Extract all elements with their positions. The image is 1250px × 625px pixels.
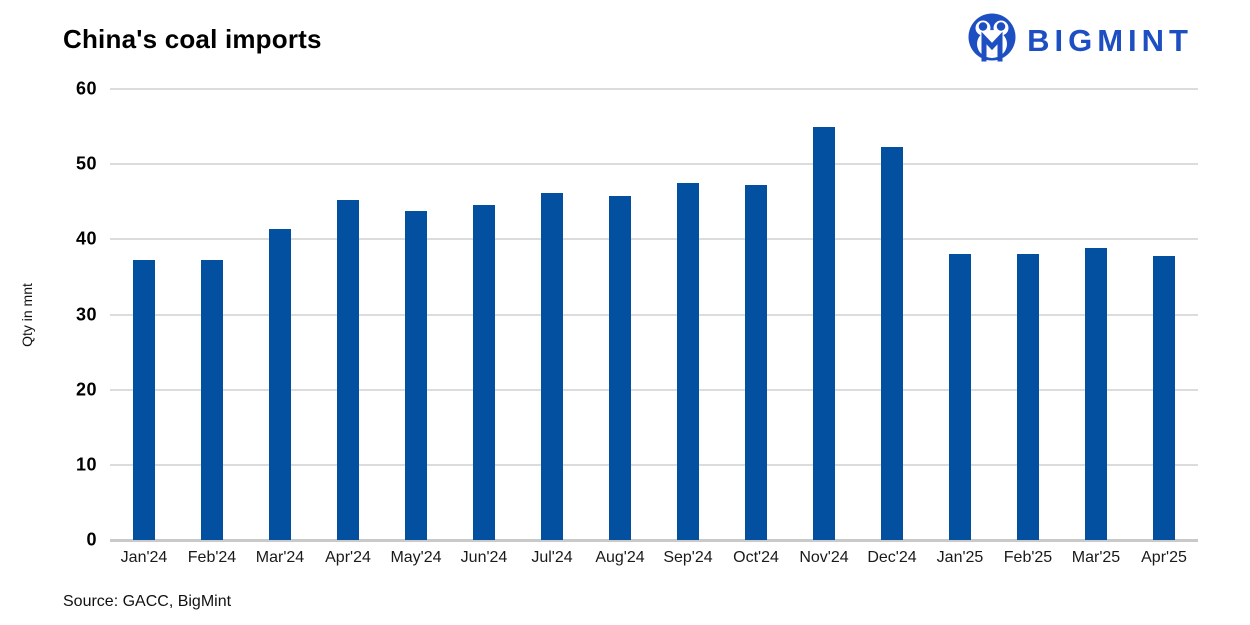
- gridline-20: [110, 388, 1198, 391]
- bar-Oct'24: [745, 185, 767, 540]
- bar-slot: [518, 89, 586, 540]
- gridline-60: [110, 88, 1198, 90]
- bar-Jan'25: [949, 253, 971, 540]
- bar-Apr'24: [337, 200, 359, 540]
- bar-slot: [1062, 89, 1130, 540]
- bar-Feb'25: [1017, 253, 1039, 540]
- x-tick-label-Feb'25: Feb'25: [1003, 549, 1053, 566]
- y-tick-label-60: 60: [75, 78, 97, 99]
- bar-Apr'25: [1153, 255, 1175, 540]
- bar-Sep'24: [677, 183, 699, 540]
- gridline-10: [110, 463, 1198, 466]
- y-tick-label-20: 20: [75, 379, 97, 400]
- bigmint-logo-icon: [968, 13, 1016, 62]
- y-tick-label-0: 0: [86, 529, 97, 550]
- bar-slot: [586, 89, 654, 540]
- y-tick-label-10: 10: [75, 454, 97, 475]
- gridline-40: [110, 238, 1198, 241]
- bar-Nov'24: [813, 126, 835, 540]
- bar-slot: [722, 89, 790, 540]
- x-tick-label-Apr'24: Apr'24: [325, 549, 371, 566]
- bars-layer: [110, 89, 1198, 540]
- bar-slot: [382, 89, 450, 540]
- x-tick-label-Mar'25: Mar'25: [1071, 549, 1121, 566]
- plot-area: [110, 88, 1198, 542]
- bar-Mar'24: [269, 228, 291, 540]
- x-tick-label-Sep'24: Sep'24: [663, 549, 713, 566]
- x-tick-label-May'24: May'24: [390, 549, 442, 566]
- x-tick-label-Jul'24: Jul'24: [531, 549, 573, 566]
- bar-Dec'24: [881, 146, 903, 540]
- x-tick-label-Jun'24: Jun'24: [460, 549, 508, 566]
- bar-slot: [110, 89, 178, 540]
- x-axis-tick-labels: Jan'24 Feb'24 Mar'24 Apr'24 May'24 Jun'24 Jul'…: [110, 549, 1198, 567]
- x-tick-label-Oct'24: Oct'24: [733, 549, 779, 566]
- bar-slot: [790, 89, 858, 540]
- bar-May'24: [405, 210, 427, 540]
- x-tick-label-Jan'24: Jan'24: [120, 549, 168, 566]
- gridline-30: [110, 313, 1198, 316]
- x-axis-line: [110, 539, 1198, 542]
- chart-title: China's coal imports: [63, 24, 322, 54]
- x-tick-label-Mar'24: Mar'24: [255, 549, 305, 566]
- x-tick-label-Apr'25: Apr'25: [1141, 549, 1187, 566]
- y-tick-label-50: 50: [75, 153, 97, 174]
- bar-slot: [994, 89, 1062, 540]
- y-tick-label-30: 30: [75, 304, 97, 324]
- bar-slot: [926, 89, 994, 540]
- bar-slot: [246, 89, 314, 540]
- bar-Feb'24: [201, 259, 223, 540]
- bar-slot: [314, 89, 382, 540]
- y-tick-label-40: 40: [75, 228, 97, 249]
- bar-slot: [178, 89, 246, 540]
- bar-Jan'24: [133, 259, 155, 540]
- bar-slot: [654, 89, 722, 540]
- bigmint-logo-text: BIGMINT: [1027, 22, 1193, 58]
- bigmint-logo: BIGMINT: [967, 13, 1193, 65]
- bar-Mar'25: [1085, 248, 1107, 540]
- y-axis-title: Qty in mnt: [19, 283, 35, 347]
- bar-Jul'24: [541, 192, 563, 540]
- x-tick-label-Dec'24: Dec'24: [867, 549, 917, 566]
- source-note: Source: GACC, BigMint: [63, 593, 232, 610]
- bar-Jun'24: [473, 204, 495, 540]
- x-tick-label-Feb'24: Feb'24: [187, 549, 237, 566]
- gridline-50: [110, 163, 1198, 166]
- x-tick-label-Aug'24: Aug'24: [595, 549, 645, 566]
- x-tick-label-Jan'25: Jan'25: [936, 549, 984, 566]
- bar-slot: [858, 89, 926, 540]
- x-tick-label-Nov'24: Nov'24: [799, 549, 849, 566]
- bar-slot: [450, 89, 518, 540]
- bar-slot: [1130, 89, 1198, 540]
- bar-Aug'24: [609, 195, 631, 540]
